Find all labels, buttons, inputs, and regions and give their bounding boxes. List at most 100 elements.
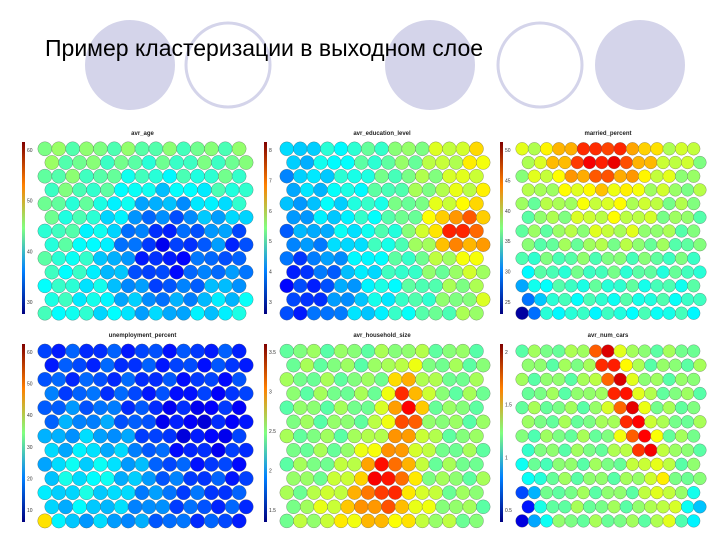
som-cell [231, 400, 247, 416]
som-cell [415, 457, 430, 472]
som-cell [687, 344, 701, 358]
som-cell [217, 513, 233, 529]
som-cell [558, 415, 572, 429]
som-cell [650, 486, 664, 500]
som-cell [564, 457, 578, 471]
som-cell [401, 278, 416, 293]
som-cell [428, 513, 443, 529]
som-cell [162, 513, 178, 529]
som-cell [435, 443, 450, 458]
som-cell [469, 306, 484, 321]
som-cell [388, 372, 403, 387]
som-cell [595, 292, 609, 307]
som-cell [293, 343, 308, 359]
som-cell [469, 428, 484, 444]
som-cell [644, 386, 658, 401]
som-cell [693, 443, 707, 457]
som-cell [388, 169, 403, 184]
som-cell [279, 251, 294, 266]
som-cell [127, 499, 143, 515]
som-cell [72, 182, 87, 198]
som-cell [455, 428, 471, 444]
som-cell [644, 471, 658, 486]
som-cell [127, 471, 143, 486]
som-cell [93, 223, 108, 239]
som-cell [176, 400, 191, 416]
som-cell [333, 485, 349, 500]
som-cell [668, 471, 682, 486]
som-cell [197, 471, 212, 486]
som-cell [469, 141, 484, 156]
som-cell [435, 210, 450, 225]
som-cell [650, 224, 664, 238]
som-cell [601, 401, 615, 415]
som-cell [527, 344, 541, 358]
som-cell [327, 237, 342, 252]
deco-circle [496, 21, 584, 109]
som-cell [197, 292, 212, 307]
som-cell [37, 305, 53, 321]
som-cell [455, 400, 471, 415]
som-cell [217, 343, 233, 359]
som-cell [58, 357, 74, 373]
som-cell [638, 279, 652, 293]
som-cell [595, 183, 609, 197]
som-cell [374, 223, 389, 239]
som-cell [595, 155, 609, 170]
som-cell [313, 292, 328, 307]
som-cell [176, 343, 191, 359]
som-cell [693, 500, 707, 514]
som-cell [347, 457, 362, 472]
som-cell [619, 415, 633, 429]
som-cell [197, 155, 212, 170]
som-cell [521, 358, 535, 372]
som-cell [388, 513, 403, 529]
tick-label: 45 [505, 178, 511, 184]
som-cell [681, 443, 695, 457]
som-cell [320, 169, 335, 184]
som-cell [320, 306, 335, 321]
som-cell [625, 429, 640, 443]
tick-label: 2.5 [269, 429, 276, 435]
som-cell [638, 169, 652, 183]
som-cell [204, 305, 219, 321]
som-cell [37, 372, 53, 387]
som-cell [293, 169, 308, 184]
som-cell [333, 223, 349, 239]
som-cell [100, 182, 115, 198]
som-cell [442, 343, 457, 359]
som-cell [231, 305, 247, 321]
som-cell [293, 457, 308, 472]
som-cell [462, 358, 477, 373]
som-cell [354, 155, 369, 170]
som-cell [401, 513, 416, 529]
som-cell [546, 210, 560, 224]
som-cell [37, 513, 53, 529]
som-cell [442, 513, 457, 529]
som-cell [93, 251, 108, 266]
tick-label: 60 [27, 148, 33, 154]
som-cell [515, 224, 529, 238]
som-cell [540, 306, 554, 320]
som-cell [408, 264, 423, 280]
som-cell [100, 386, 115, 401]
som-cell [527, 224, 541, 238]
som-cell [313, 414, 328, 429]
som-cell [476, 182, 491, 198]
som-cell [93, 168, 108, 184]
som-cell [408, 358, 423, 373]
som-cell [674, 279, 689, 293]
som-cell [183, 386, 198, 401]
som-cell [224, 292, 240, 307]
som-cell [93, 513, 108, 529]
som-cell [589, 306, 603, 320]
som-cell [613, 457, 627, 471]
som-cell [668, 210, 682, 224]
som-cell [238, 471, 254, 486]
som-cell [279, 278, 294, 293]
som-cell [100, 155, 115, 170]
som-cell [613, 486, 627, 500]
som-cell [313, 358, 328, 373]
som-cell [340, 210, 355, 225]
som-cell [65, 485, 81, 500]
